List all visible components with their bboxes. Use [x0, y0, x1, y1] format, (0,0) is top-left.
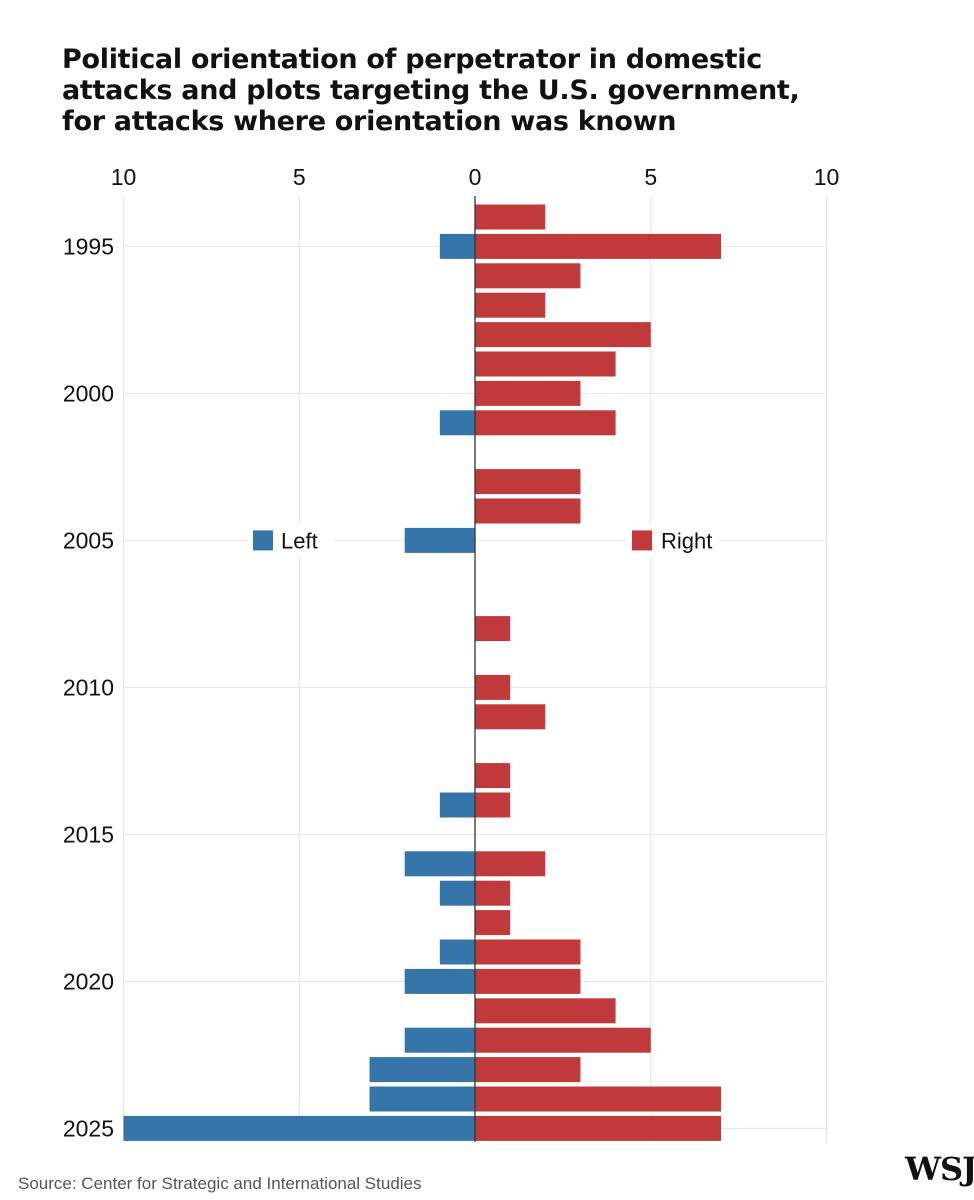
bar-left-2020 — [404, 968, 475, 994]
x-tick-label: 10 — [111, 164, 137, 190]
legend-item-right: Right — [627, 524, 719, 557]
bar-right-1996 — [475, 263, 581, 289]
bar-right-2018 — [475, 910, 511, 936]
legend-item-left: Left — [248, 524, 334, 557]
wsj-logo: WSJ — [905, 1150, 974, 1188]
bar-left-2024 — [369, 1086, 475, 1112]
bar-right-1998 — [475, 322, 651, 348]
bar-right-1995 — [475, 233, 722, 259]
bar-left-2014 — [439, 792, 475, 818]
bar-left-2022 — [404, 1027, 475, 1053]
labels-layer: 10 5 0 5 10 1995 2000 2005 2010 2015 2020 2025 — [63, 164, 839, 1141]
bar-right-2016 — [475, 851, 546, 877]
bar-right-1997 — [475, 292, 546, 318]
chart-title: Political orientation of perpetrator in … — [62, 44, 822, 137]
year-label: 1995 — [63, 233, 114, 259]
legend: Left Right — [248, 524, 719, 557]
year-label: 2025 — [63, 1115, 114, 1141]
bar-right-2017 — [475, 880, 511, 906]
bar-right-2020 — [475, 968, 581, 994]
legend-swatch-left — [253, 530, 273, 551]
bar-right-2024 — [475, 1086, 722, 1112]
x-tick-label: 0 — [469, 164, 482, 190]
bar-left-1995 — [439, 233, 475, 259]
bar-right-2022 — [475, 1027, 651, 1053]
bar-right-2010 — [475, 674, 511, 700]
chart-title-line: Political orientation of perpetrator in … — [62, 44, 762, 75]
bar-right-1999 — [475, 351, 616, 377]
bar-right-2025 — [475, 1115, 722, 1141]
bar-right-2008 — [475, 616, 511, 642]
x-tick-label: 5 — [644, 164, 657, 190]
chart-title-line: for attacks where orientation was known — [62, 106, 677, 137]
year-label: 2020 — [63, 968, 114, 994]
x-tick-label: 5 — [293, 164, 306, 190]
year-label: 2010 — [63, 674, 114, 700]
bar-left-2001 — [439, 410, 475, 436]
bar-left-2025 — [123, 1115, 475, 1141]
bar-right-2014 — [475, 792, 511, 818]
legend-label-left: Left — [281, 528, 318, 553]
bar-right-2013 — [475, 763, 511, 789]
year-label: 2000 — [63, 380, 114, 406]
chart-title-line: attacks and plots targeting the U.S. gov… — [62, 75, 800, 106]
bar-right-2023 — [475, 1057, 581, 1083]
legend-swatch-right — [632, 530, 652, 551]
bar-right-2004 — [475, 498, 581, 524]
legend-label-right: Right — [661, 528, 712, 553]
source-note: Source: Center for Strategic and Interna… — [18, 1174, 422, 1193]
x-tick-label: 10 — [814, 164, 840, 190]
bar-left-2019 — [439, 939, 475, 965]
bar-right-2000 — [475, 380, 581, 406]
bar-right-2001 — [475, 410, 616, 436]
year-label: 2005 — [63, 527, 114, 553]
bar-right-2021 — [475, 998, 616, 1024]
bars-layer — [123, 204, 722, 1141]
bar-right-1994 — [475, 204, 546, 230]
bar-left-2017 — [439, 880, 475, 906]
bar-right-2019 — [475, 939, 581, 965]
bar-left-2016 — [404, 851, 475, 877]
year-label: 2015 — [63, 821, 114, 847]
bar-left-2005 — [404, 527, 475, 553]
bar-left-2023 — [369, 1057, 475, 1083]
bar-right-2003 — [475, 469, 581, 495]
bar-right-2011 — [475, 704, 546, 730]
